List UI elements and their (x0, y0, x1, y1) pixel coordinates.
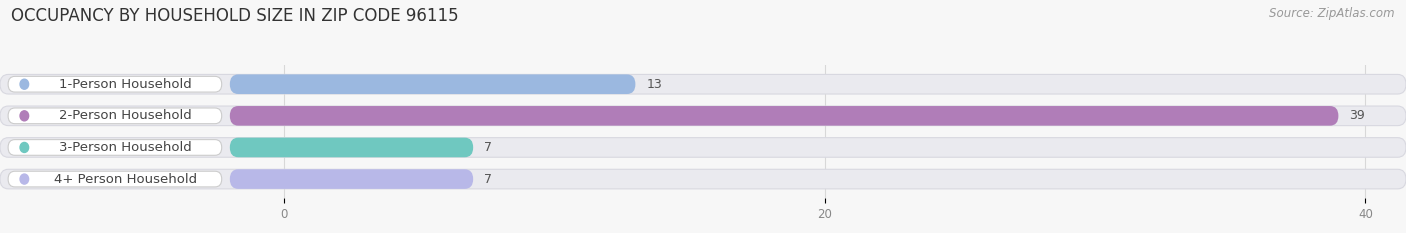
FancyBboxPatch shape (229, 138, 474, 157)
FancyBboxPatch shape (8, 140, 222, 155)
Circle shape (20, 174, 28, 184)
FancyBboxPatch shape (8, 171, 222, 187)
FancyBboxPatch shape (229, 106, 1339, 126)
FancyBboxPatch shape (0, 106, 1406, 126)
Text: 3-Person Household: 3-Person Household (59, 141, 193, 154)
FancyBboxPatch shape (229, 74, 636, 94)
Text: 13: 13 (647, 78, 662, 91)
FancyBboxPatch shape (0, 74, 1406, 94)
FancyBboxPatch shape (8, 108, 222, 124)
FancyBboxPatch shape (0, 138, 1406, 157)
Text: OCCUPANCY BY HOUSEHOLD SIZE IN ZIP CODE 96115: OCCUPANCY BY HOUSEHOLD SIZE IN ZIP CODE … (11, 7, 458, 25)
Text: Source: ZipAtlas.com: Source: ZipAtlas.com (1270, 7, 1395, 20)
FancyBboxPatch shape (8, 76, 222, 92)
FancyBboxPatch shape (0, 169, 1406, 189)
FancyBboxPatch shape (229, 169, 474, 189)
Text: 4+ Person Household: 4+ Person Household (55, 173, 197, 185)
Circle shape (20, 79, 28, 89)
Text: 1-Person Household: 1-Person Household (59, 78, 193, 91)
Text: 7: 7 (484, 141, 492, 154)
Text: 2-Person Household: 2-Person Household (59, 109, 193, 122)
Text: 39: 39 (1350, 109, 1365, 122)
Circle shape (20, 111, 28, 121)
Circle shape (20, 142, 28, 152)
Text: 7: 7 (484, 173, 492, 185)
